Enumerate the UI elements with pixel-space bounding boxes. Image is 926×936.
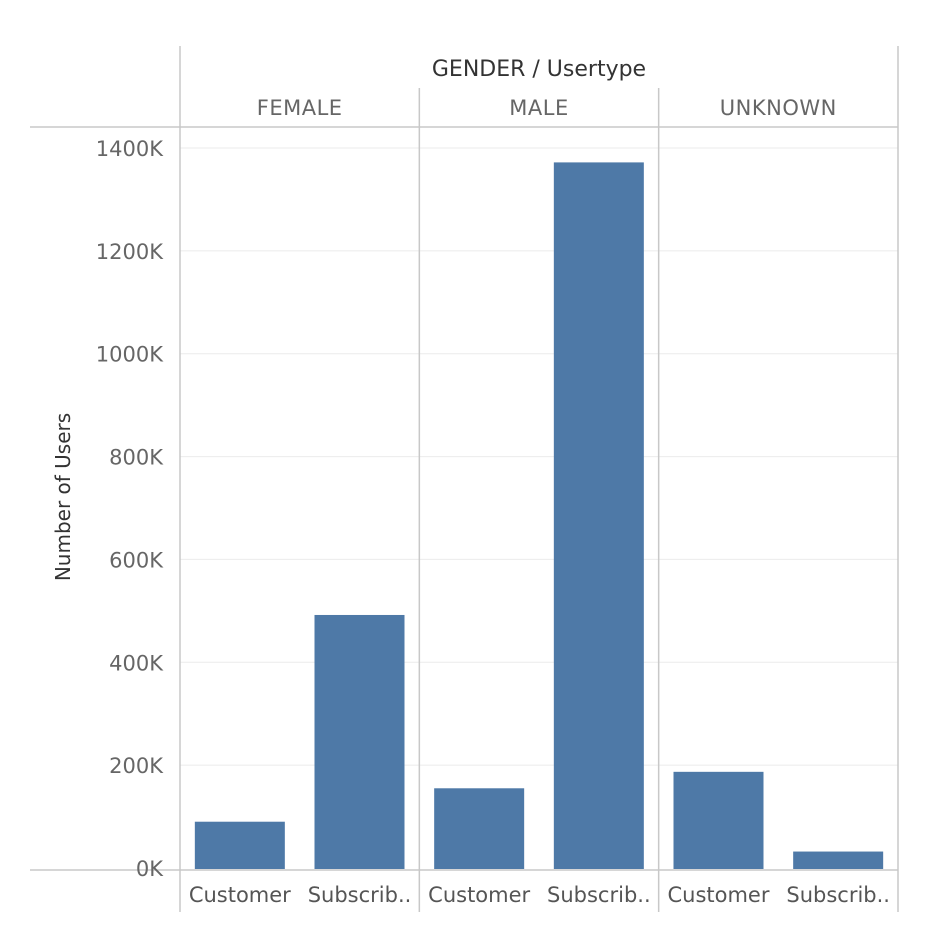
category-labels: Customer Subscrib.. Customer Subscrib.. Cust… bbox=[189, 883, 890, 907]
bar-male-customer bbox=[434, 788, 525, 869]
group-header-female: FEMALE bbox=[257, 96, 343, 120]
y-tick-label: 800K bbox=[109, 446, 164, 470]
y-axis-ticks: 0K 200K 400K 600K 800K 1000K 1200K 1400K bbox=[96, 137, 164, 881]
bar-male-subscriber bbox=[553, 162, 644, 869]
y-tick-label: 0K bbox=[136, 857, 164, 881]
y-tick-label: 400K bbox=[109, 651, 164, 675]
bar-female-subscriber bbox=[314, 614, 405, 869]
y-tick-label: 1400K bbox=[96, 137, 164, 161]
chart-frame bbox=[30, 46, 899, 912]
group-headers: FEMALE MALE UNKNOWN bbox=[257, 96, 837, 120]
y-tick-label: 1200K bbox=[96, 240, 164, 264]
x-category-label: Subscrib.. bbox=[786, 883, 890, 907]
y-tick-label: 200K bbox=[109, 754, 164, 778]
chart-title: GENDER / Usertype bbox=[432, 57, 646, 82]
x-category-label: Subscrib.. bbox=[308, 883, 412, 907]
y-tick-label: 1000K bbox=[96, 343, 164, 367]
bar-unknown-customer bbox=[673, 771, 764, 869]
bar-unknown-subscriber bbox=[793, 851, 884, 869]
x-category-label: Customer bbox=[189, 883, 291, 907]
x-category-label: Customer bbox=[428, 883, 530, 907]
x-category-label: Subscrib.. bbox=[547, 883, 651, 907]
y-tick-label: 600K bbox=[109, 548, 164, 572]
y-axis-label: Number of Users bbox=[51, 413, 75, 581]
group-header-male: MALE bbox=[509, 96, 568, 120]
bars bbox=[194, 162, 884, 869]
gridlines bbox=[180, 147, 898, 766]
bar-female-customer bbox=[194, 821, 285, 869]
group-header-unknown: UNKNOWN bbox=[720, 96, 837, 120]
x-category-label: Customer bbox=[667, 883, 769, 907]
